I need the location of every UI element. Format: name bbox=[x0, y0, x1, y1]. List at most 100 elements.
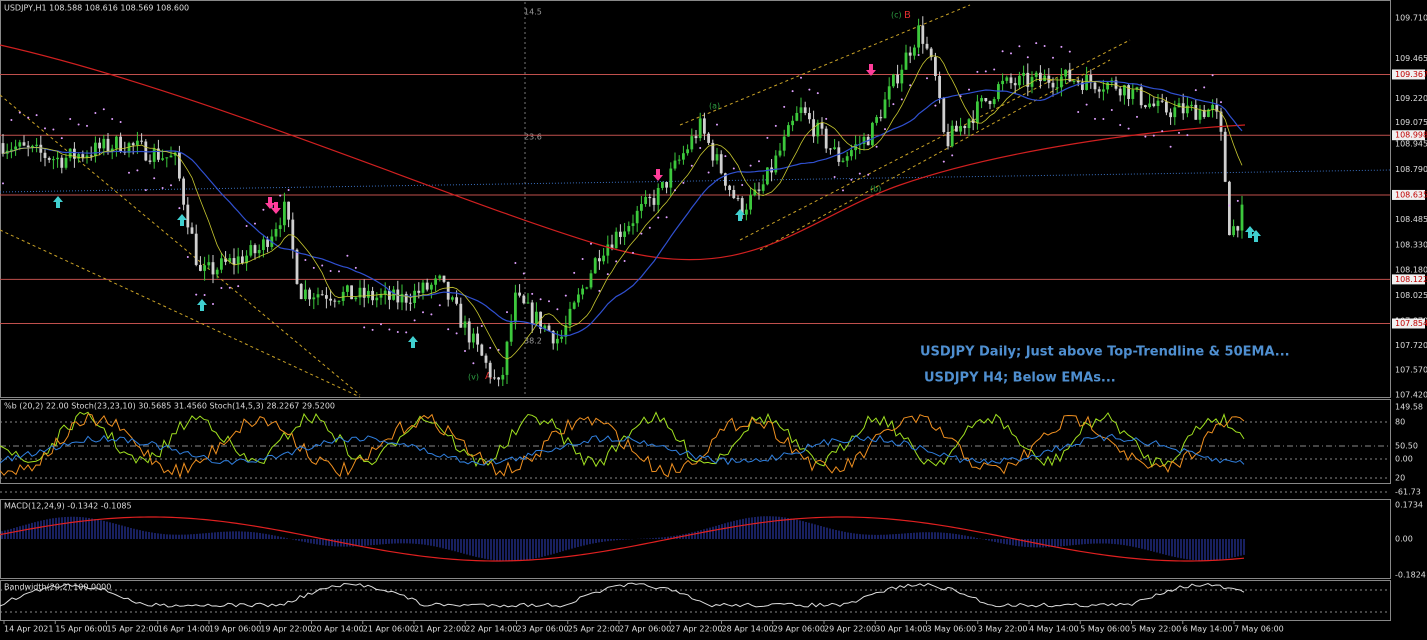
sar-dot bbox=[984, 70, 987, 73]
candle-body bbox=[404, 293, 408, 303]
candle-body bbox=[556, 338, 559, 344]
wave-label: B bbox=[904, 10, 911, 21]
candle-body bbox=[892, 74, 895, 87]
candle-body bbox=[606, 244, 610, 256]
time-label: 16 Apr 14:00 bbox=[158, 625, 210, 634]
sar-dot bbox=[884, 128, 886, 131]
candle-body bbox=[619, 231, 622, 237]
fib-label: 14.5 bbox=[524, 8, 542, 17]
sar-dot bbox=[892, 103, 895, 106]
candle-body bbox=[203, 265, 206, 271]
candle-body bbox=[879, 117, 883, 119]
candle-body bbox=[52, 159, 55, 161]
sar-dot bbox=[346, 254, 349, 257]
price-label: 108.485 bbox=[1395, 215, 1427, 224]
sar-dot bbox=[1203, 86, 1206, 89]
candle-body bbox=[442, 275, 446, 282]
sar-dot bbox=[178, 207, 181, 210]
moving-average bbox=[2, 55, 1243, 360]
sar-dot bbox=[506, 311, 508, 314]
sar-dot bbox=[1085, 103, 1088, 106]
candle-body bbox=[631, 223, 635, 227]
candle-body bbox=[661, 182, 664, 188]
sar-dot bbox=[682, 181, 685, 184]
candle-body bbox=[547, 325, 551, 331]
indicator-axis-label: 20 bbox=[1395, 474, 1405, 483]
sar-dot bbox=[262, 208, 265, 211]
candle-body bbox=[358, 287, 362, 298]
candle-body bbox=[472, 333, 475, 343]
time-label: 22 Apr 14:00 bbox=[465, 625, 517, 634]
candle-body bbox=[883, 99, 887, 119]
candle-body bbox=[711, 142, 715, 161]
time-label: 21 Apr 22:00 bbox=[414, 625, 466, 634]
candle-body bbox=[497, 377, 500, 380]
sar-dot bbox=[86, 124, 88, 127]
sar-dot bbox=[1178, 131, 1180, 134]
indicator-header: %b (20,2) 22.00 Stoch(23,23,10) 30.5685 … bbox=[4, 402, 335, 411]
time-label: 3 May 06:00 bbox=[927, 625, 977, 634]
sar-dot bbox=[455, 332, 458, 335]
candle-body bbox=[791, 120, 794, 126]
time-label: 23 Apr 06:00 bbox=[517, 625, 569, 634]
candle-body bbox=[505, 341, 509, 375]
sar-dot bbox=[749, 164, 752, 167]
candle-body bbox=[774, 155, 778, 173]
sar-dot bbox=[312, 266, 315, 269]
candle-body bbox=[703, 118, 706, 134]
candle-body bbox=[724, 173, 727, 186]
sar-dot bbox=[430, 313, 433, 316]
panel-frames bbox=[0, 0, 1391, 621]
candle-body bbox=[152, 148, 156, 162]
candle-body bbox=[43, 152, 47, 158]
candle-body bbox=[488, 362, 492, 378]
trend-line bbox=[679, 4, 971, 126]
sar-dot bbox=[858, 172, 861, 175]
candle-body bbox=[127, 143, 131, 153]
candle-body bbox=[1169, 112, 1172, 118]
candle-body bbox=[913, 47, 916, 56]
sar-dot bbox=[808, 88, 811, 91]
candle-body bbox=[581, 288, 584, 295]
candle-body bbox=[745, 209, 748, 215]
sar-dot bbox=[968, 88, 970, 91]
candle-body bbox=[1135, 87, 1139, 90]
candle-body bbox=[1127, 85, 1130, 99]
candle-body bbox=[682, 153, 685, 160]
time-label: 4 May 14:00 bbox=[1029, 625, 1079, 634]
candle-body bbox=[938, 75, 941, 98]
candle-body bbox=[1055, 87, 1059, 89]
candle-body bbox=[1194, 104, 1198, 120]
candle-body bbox=[446, 281, 450, 300]
candle-body bbox=[782, 136, 786, 151]
candle-body bbox=[1131, 89, 1135, 99]
candle-body bbox=[98, 142, 101, 149]
candle-body bbox=[1156, 100, 1160, 107]
candle-body bbox=[690, 136, 694, 150]
candle-body bbox=[1118, 88, 1122, 96]
candle-body bbox=[375, 297, 379, 301]
indicator-header: MACD(12,24,9) -0.1342 -0.1085 bbox=[4, 502, 132, 511]
price-label: 108.025 bbox=[1395, 291, 1427, 300]
signal-arrow bbox=[265, 197, 275, 209]
candle-body bbox=[535, 311, 538, 324]
candle-body bbox=[820, 122, 824, 129]
candle-body bbox=[1039, 72, 1042, 82]
sar-dot bbox=[842, 189, 844, 192]
candle-body bbox=[904, 52, 908, 70]
candle-body bbox=[341, 291, 345, 301]
candle-body bbox=[984, 98, 988, 102]
price-label: 107.720 bbox=[1395, 341, 1427, 350]
candle-body bbox=[140, 140, 143, 142]
candle-body bbox=[131, 143, 135, 146]
candle-body bbox=[190, 227, 194, 234]
sar-dot bbox=[1018, 45, 1021, 48]
sar-dot bbox=[27, 116, 30, 119]
candle-body bbox=[262, 239, 265, 250]
time-label: 15 Apr 22:00 bbox=[107, 625, 159, 634]
candle-body bbox=[199, 264, 202, 271]
sar-dot bbox=[917, 54, 920, 57]
candle-body bbox=[283, 201, 286, 226]
price-marker-label: 108.122 bbox=[1395, 275, 1427, 284]
